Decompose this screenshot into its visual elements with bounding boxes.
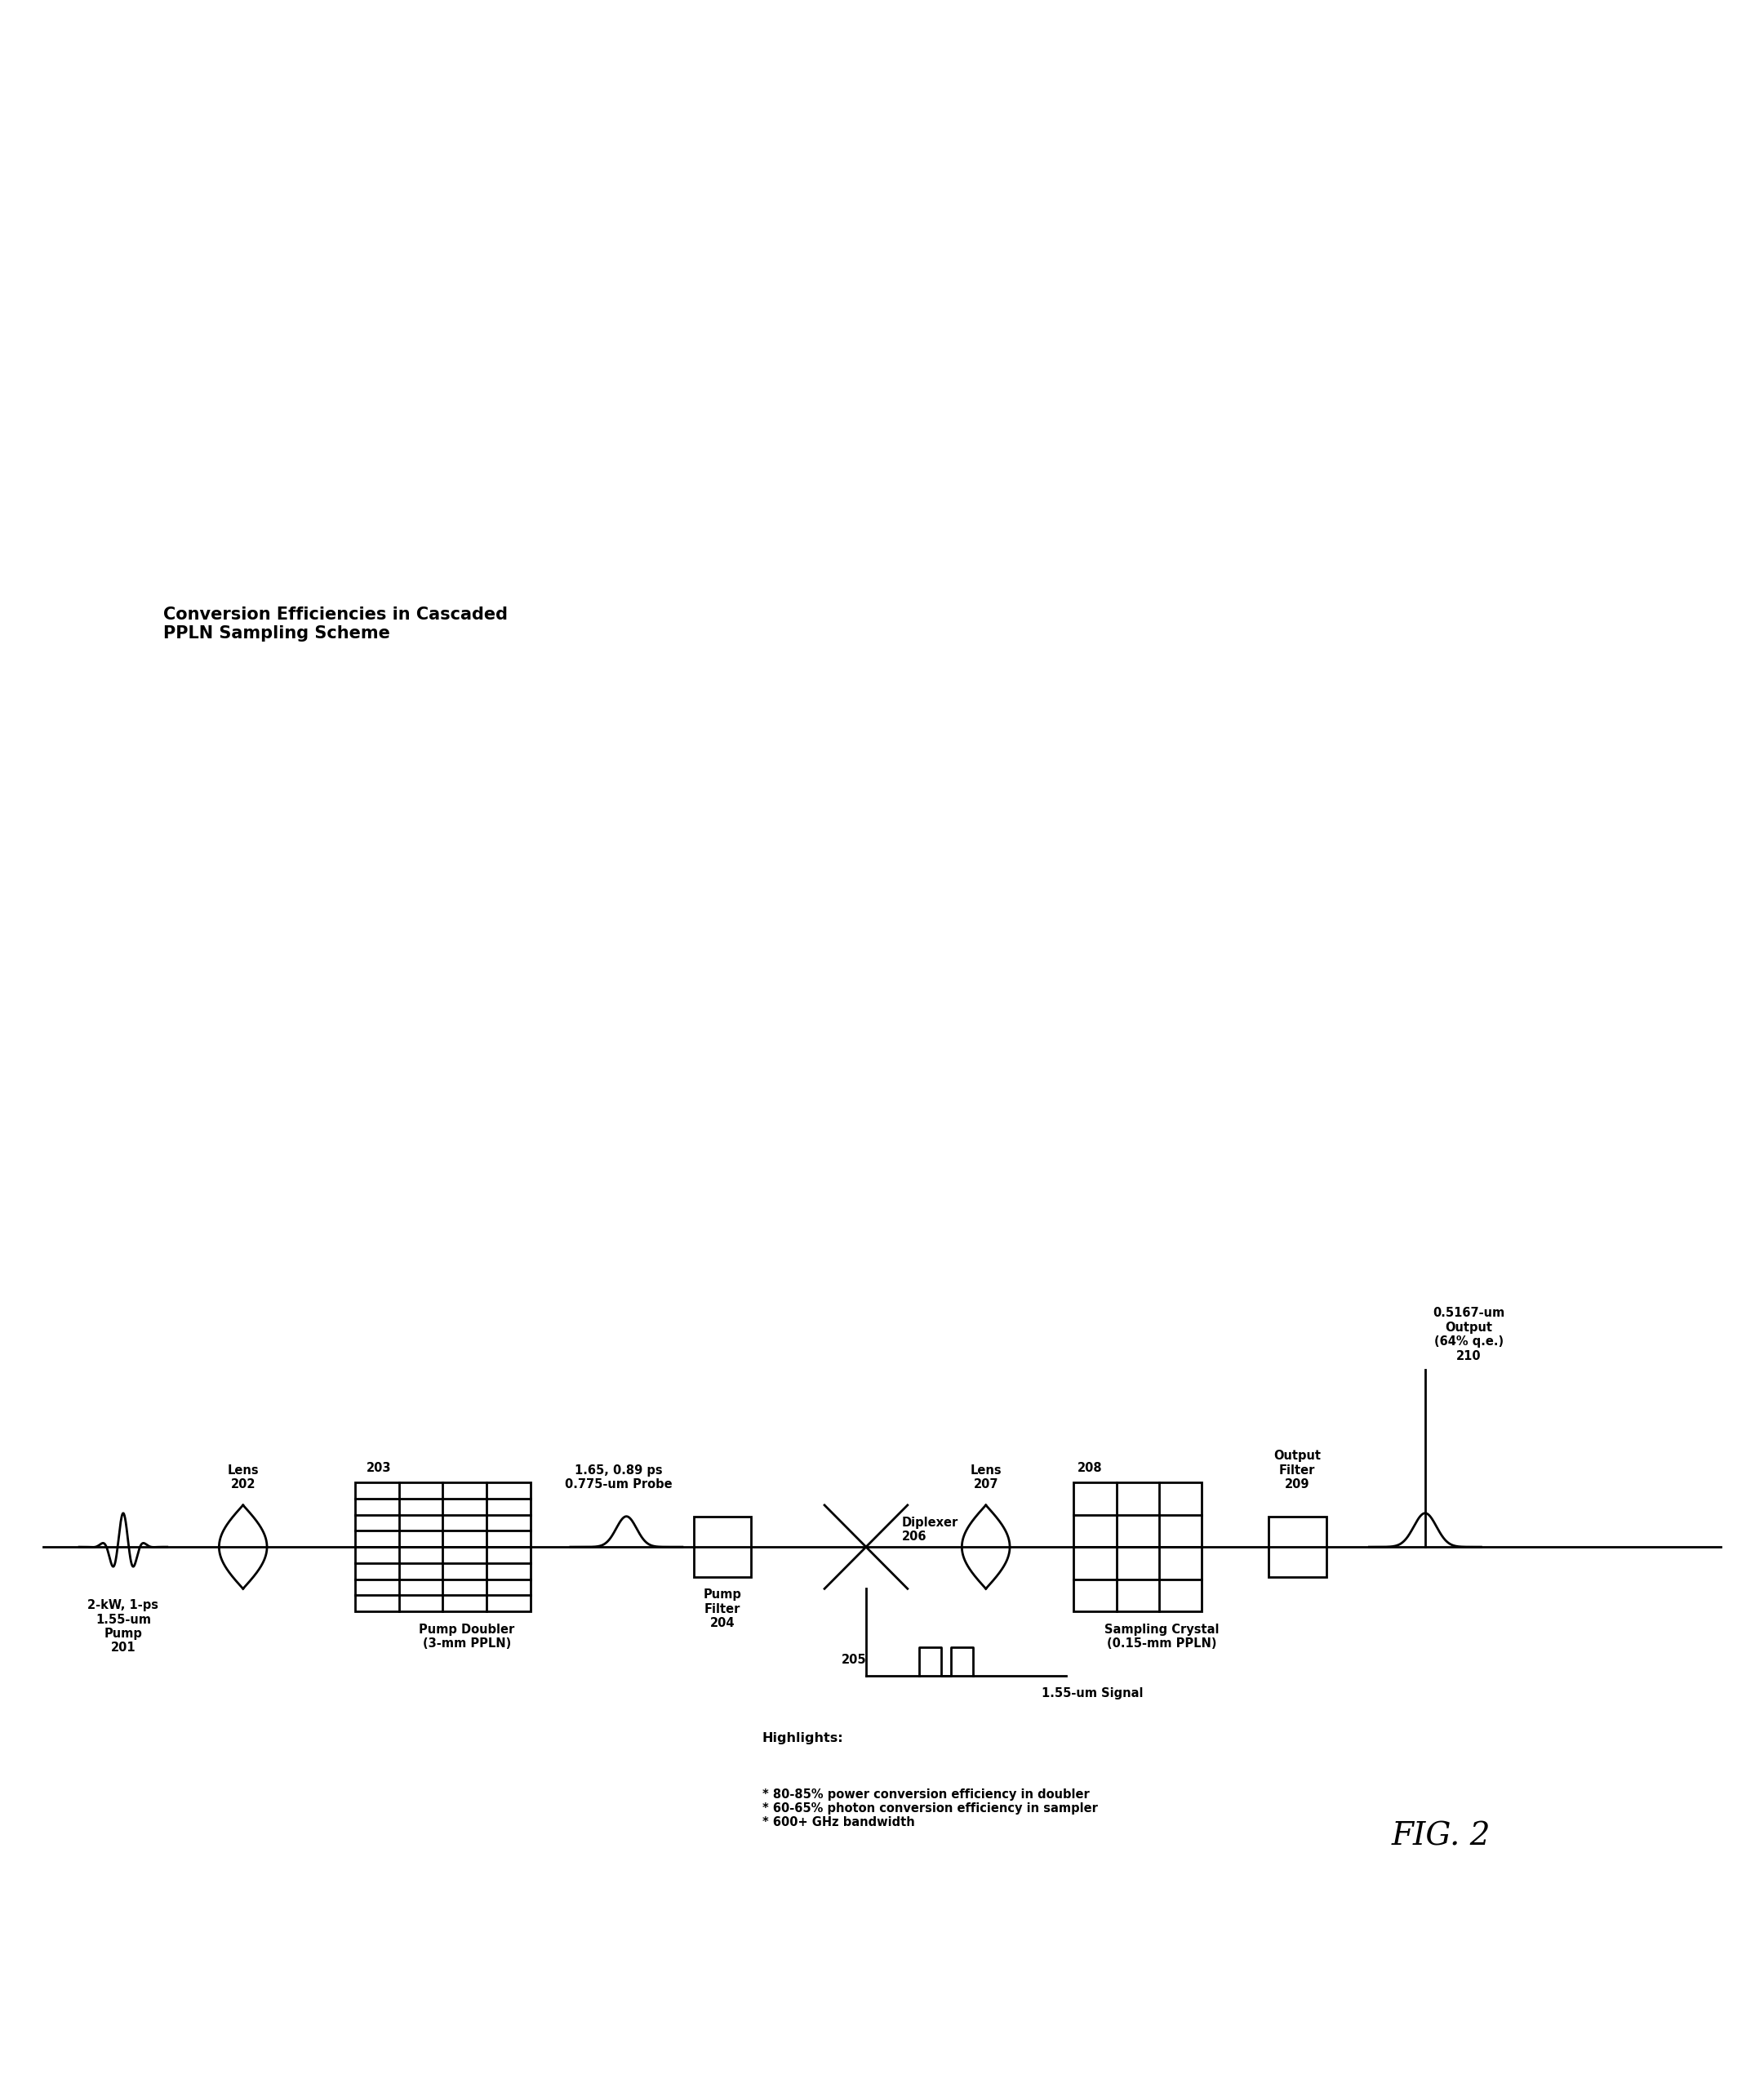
Bar [1074, 1483, 1201, 1610]
Text: 2-kW, 1-ps
1.55-um
Pump
201: 2-kW, 1-ps 1.55-um Pump 201 [88, 1600, 159, 1655]
Bar [693, 1516, 751, 1577]
Text: Lens
202: Lens 202 [228, 1464, 259, 1491]
Text: Conversion Efficiencies in Cascaded
PPLN Sampling Scheme: Conversion Efficiencies in Cascaded PPLN… [162, 606, 508, 642]
Text: 208: 208 [1078, 1462, 1102, 1474]
Text: 205: 205 [841, 1655, 866, 1665]
Text: Pump Doubler
(3-mm PPLN): Pump Doubler (3-mm PPLN) [418, 1623, 515, 1650]
Text: 1.65, 0.89 ps
0.775-um Probe: 1.65, 0.89 ps 0.775-um Probe [564, 1464, 672, 1491]
Text: Sampling Crystal
(0.15-mm PPLN): Sampling Crystal (0.15-mm PPLN) [1104, 1623, 1219, 1650]
Text: Highlights:: Highlights: [762, 1732, 843, 1745]
Text: 203: 203 [367, 1462, 392, 1474]
Text: 0.5167-um
Output
(64% q.e.)
210: 0.5167-um Output (64% q.e.) 210 [1432, 1306, 1505, 1363]
Text: Output
Filter
209: Output Filter 209 [1274, 1449, 1321, 1491]
Bar [1268, 1516, 1327, 1577]
Text: Pump
Filter
204: Pump Filter 204 [704, 1590, 741, 1629]
Text: Diplexer
206: Diplexer 206 [901, 1516, 958, 1543]
Text: Lens
207: Lens 207 [970, 1464, 1002, 1491]
Bar [355, 1483, 531, 1610]
Text: * 80-85% power conversion efficiency in doubler
* 60-65% photon conversion effic: * 80-85% power conversion efficiency in … [762, 1789, 1097, 1829]
Text: FIG. 2: FIG. 2 [1392, 1820, 1491, 1852]
Text: 1.55-um Signal: 1.55-um Signal [1043, 1688, 1143, 1701]
